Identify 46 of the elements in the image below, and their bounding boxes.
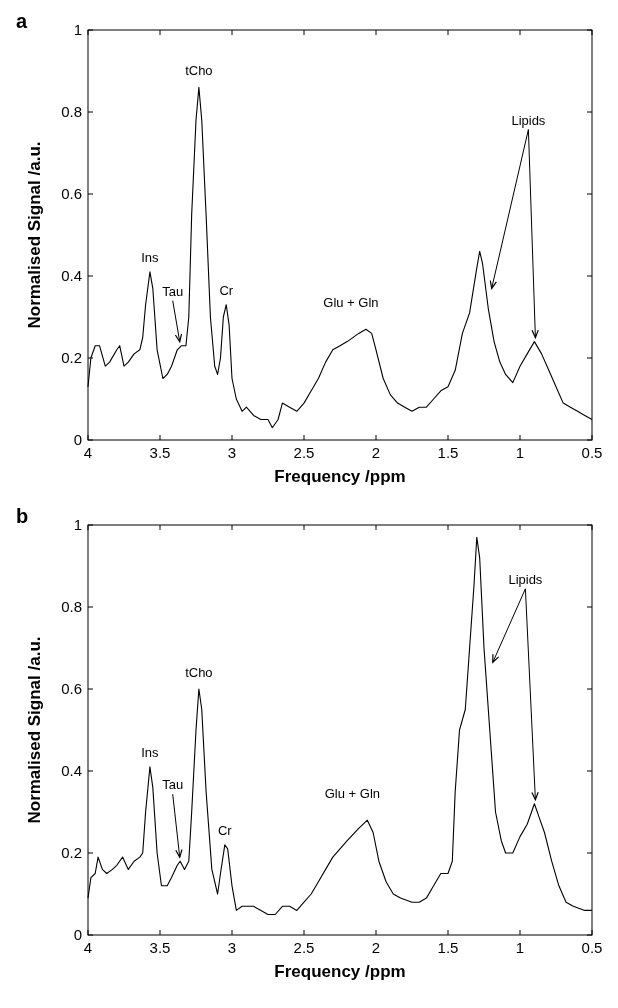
x-tick-label: 1	[515, 444, 525, 461]
y-tick-label: 1	[73, 21, 82, 38]
annotation: Ins	[141, 249, 160, 265]
annotation: Lipids	[511, 112, 546, 128]
annotation: Tau	[162, 777, 184, 793]
y-axis-title: Normalised Signal /a.u.	[25, 141, 44, 329]
x-tick-label: 2	[371, 939, 381, 956]
annotation: Cr	[219, 282, 234, 298]
x-tick-label: 2.5	[293, 444, 315, 461]
y-tick-label: 0.4	[61, 762, 82, 779]
annotation: Glu + Gln	[324, 786, 380, 802]
y-axis-title: Normalised Signal /a.u.	[25, 636, 44, 824]
y-tick-label: 0.8	[61, 598, 82, 615]
y-tick-label: 0.2	[61, 844, 82, 861]
chart-title: a	[16, 10, 28, 32]
x-tick-label: 3	[227, 939, 237, 956]
annotation: tCho	[185, 63, 213, 79]
x-tick-label: 1	[515, 939, 525, 956]
x-axis-title: Frequency /ppm	[274, 962, 406, 981]
y-tick-label: 0.4	[61, 267, 82, 284]
x-tick-label: 3.5	[149, 444, 171, 461]
x-tick-label: 3	[227, 444, 237, 461]
annotation: tCho	[185, 665, 213, 680]
annotation: Tau	[162, 283, 184, 299]
annotation: Cr	[217, 822, 233, 838]
x-tick-label: 2.5	[293, 939, 315, 956]
y-tick-label: 0.2	[61, 349, 82, 366]
y-tick-label: 0	[73, 926, 82, 943]
x-axis-title: Frequency /ppm	[274, 467, 406, 486]
x-tick-label: 1.5	[437, 939, 459, 956]
x-tick-label: 4	[83, 444, 93, 461]
annotation: Ins	[141, 744, 160, 760]
x-tick-label: 4	[83, 939, 93, 956]
annotation: Glu + Gln	[323, 295, 379, 311]
y-tick-label: 0.8	[61, 103, 82, 120]
x-tick-label: 2	[371, 444, 381, 461]
x-tick-label: 0.5	[581, 444, 603, 461]
y-tick-label: 0.6	[61, 185, 82, 202]
x-tick-label: 0.5	[581, 939, 603, 956]
x-tick-label: 3.5	[149, 939, 171, 956]
y-tick-label: 1	[73, 516, 82, 533]
y-tick-label: 0	[73, 431, 82, 448]
y-tick-label: 0.6	[61, 680, 82, 697]
annotation: Lipids	[508, 571, 543, 587]
x-tick-label: 1.5	[437, 444, 459, 461]
chart-title: b	[16, 505, 29, 527]
